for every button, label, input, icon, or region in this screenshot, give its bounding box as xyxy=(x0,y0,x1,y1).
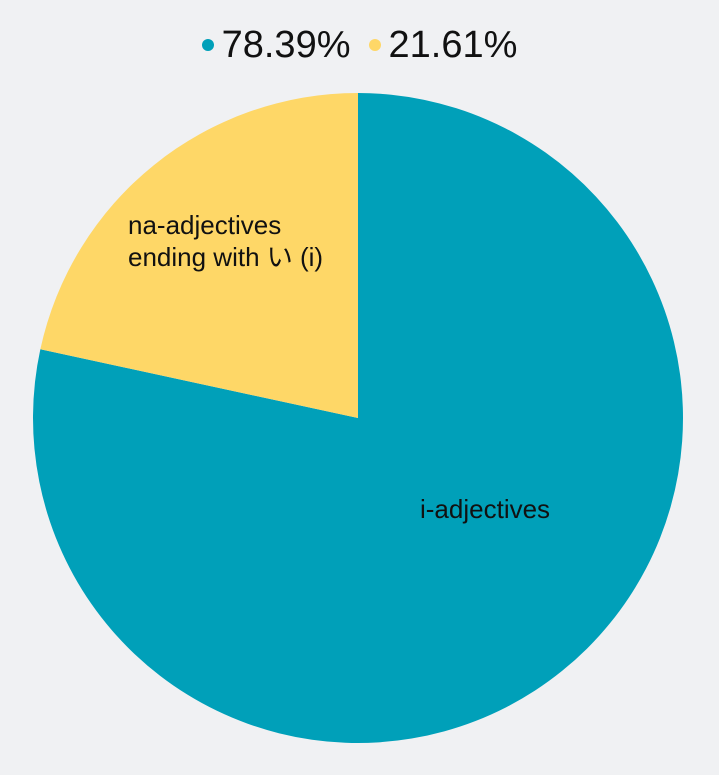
slice-label-0: i-adjectives xyxy=(420,494,550,524)
pie-slice-1[interactable] xyxy=(40,92,358,419)
legend: 78.39% 21.61% xyxy=(0,22,719,68)
legend-item-i-adjectives[interactable]: 78.39% xyxy=(201,22,351,68)
legend-item-na-adjectives[interactable]: 21.61% xyxy=(368,22,518,68)
legend-label: 78.39% xyxy=(221,24,351,66)
slice-label-1: na-adjectives ending with い (i) xyxy=(128,210,323,272)
legend-swatch xyxy=(368,39,381,51)
legend-swatch xyxy=(201,39,214,51)
legend-label: 21.61% xyxy=(388,24,518,66)
